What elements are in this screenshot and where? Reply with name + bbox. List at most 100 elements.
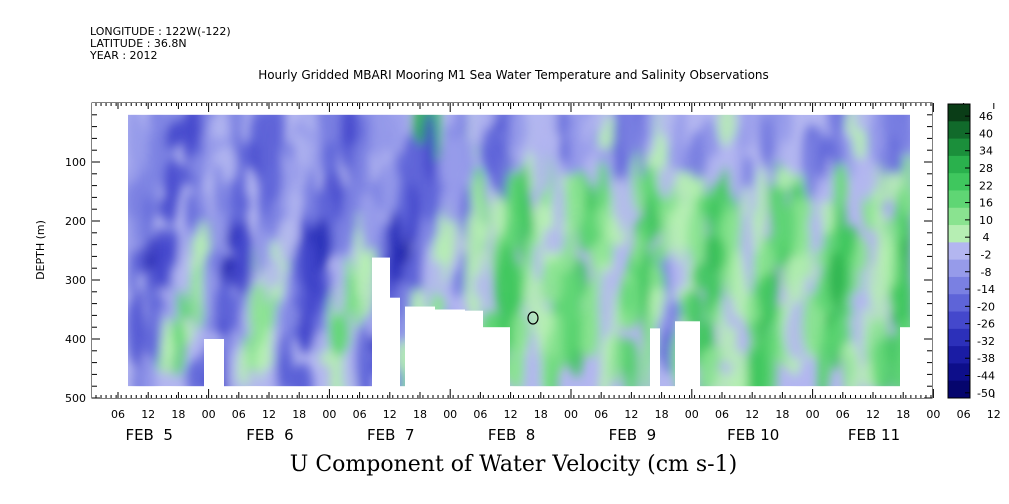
field-blob	[542, 227, 559, 255]
field-blob	[618, 103, 638, 166]
contour-circle	[527, 311, 539, 325]
field-blob	[474, 272, 484, 300]
x-axis-title: U Component of Water Velocity (cm s-1)	[289, 452, 738, 477]
field-blob	[354, 325, 371, 395]
longitude-label: LONGITUDE : 122W(-122)	[90, 25, 231, 38]
field-blob	[188, 103, 201, 149]
field-blob	[713, 238, 727, 271]
colorbar-band	[948, 104, 970, 122]
field-blob	[389, 120, 399, 164]
field-blob	[856, 157, 878, 196]
colorbar-label: 46	[979, 110, 993, 123]
y-tick-label: 100	[65, 156, 86, 169]
no-data-region	[405, 306, 435, 398]
field-blob	[139, 355, 157, 398]
y-tick-label: 500	[65, 392, 86, 405]
field-blob	[257, 342, 272, 372]
field-blobs	[119, 103, 919, 398]
field-blob	[731, 249, 745, 317]
day-label: FEB 8	[488, 426, 535, 444]
field-blob	[632, 230, 643, 267]
field-blob	[148, 128, 161, 180]
colorbar-label: -26	[977, 318, 995, 331]
colorbar: 46 40 34 28 22 16 10 4 -2 -8 -14 -20 -26 -32 -38 -44 -50	[947, 103, 995, 400]
field-blob	[282, 304, 295, 339]
x-tick-label: 00	[202, 408, 216, 421]
field-blob	[867, 262, 877, 309]
y-tick-label: 400	[65, 333, 86, 346]
colorbar-band	[948, 363, 970, 382]
colorbar-label: 22	[979, 179, 993, 192]
no-data-region	[650, 328, 660, 398]
no-data-region	[455, 310, 483, 398]
field-blob	[282, 157, 304, 185]
field-blob	[231, 229, 254, 298]
field-blob	[420, 172, 440, 223]
field-blob	[828, 250, 845, 308]
field-blob	[493, 261, 516, 318]
field-blob	[165, 157, 179, 225]
field-blob	[691, 263, 713, 291]
field-blob	[163, 126, 180, 151]
day-label: FEB 10	[727, 426, 779, 444]
field-blob	[595, 161, 609, 211]
field-blob	[243, 141, 253, 169]
field-blob	[276, 218, 296, 263]
field-blob	[439, 139, 459, 189]
field-blob	[370, 118, 387, 164]
field-blob	[808, 211, 823, 241]
x-tick-label: 06	[957, 408, 971, 421]
x-tick-label: 00	[443, 408, 457, 421]
field-blob	[851, 298, 865, 358]
field-blob	[381, 158, 399, 214]
x-tick-label: 12	[624, 408, 638, 421]
field-blob	[751, 341, 769, 398]
field-blob	[756, 165, 767, 235]
field-blob	[257, 182, 271, 219]
field-blob	[516, 164, 530, 229]
x-tick-label: 06	[594, 408, 608, 421]
field-blob	[125, 296, 140, 361]
colorbar-band	[948, 138, 970, 157]
colorbar-band	[948, 121, 970, 140]
x-tick-label: 00	[322, 408, 336, 421]
field-blob	[275, 332, 294, 397]
field-blob	[864, 126, 877, 154]
field-blob	[637, 113, 647, 180]
field-blob	[228, 191, 247, 225]
field-blob	[801, 291, 822, 356]
no-data-region	[92, 103, 932, 115]
colorbar-label: -8	[981, 266, 992, 279]
x-tick-label: 06	[353, 408, 367, 421]
field-blob	[819, 200, 835, 235]
field-blob	[314, 225, 329, 272]
chart-title: Hourly Gridded MBARI Mooring M1 Sea Wate…	[258, 68, 769, 82]
field-blob	[212, 212, 228, 252]
x-tick-label: 18	[775, 408, 789, 421]
field-blob	[784, 255, 807, 305]
field-blob	[768, 103, 778, 158]
field-blob	[721, 207, 743, 260]
field-blob	[209, 113, 230, 139]
field-blob	[564, 172, 586, 231]
x-tick-label: 12	[745, 408, 759, 421]
no-data-region	[900, 327, 912, 398]
field-blob	[248, 282, 269, 347]
field-blob	[237, 347, 249, 385]
x-tick-label: 06	[715, 408, 729, 421]
field-blob	[289, 187, 301, 221]
field-blob	[639, 245, 651, 312]
field-blob	[784, 307, 806, 361]
colorbar-label: -38	[977, 352, 995, 365]
colorbar-band	[948, 242, 970, 261]
field-blob	[510, 118, 528, 141]
field-blob	[471, 176, 480, 240]
colorbar-label: 16	[979, 197, 993, 210]
field-blob	[688, 140, 708, 180]
field-blob	[480, 125, 503, 177]
field-blob	[328, 315, 351, 356]
field-blob	[389, 210, 401, 263]
colorbar-band	[948, 225, 970, 243]
field-blob	[657, 133, 668, 171]
field-blob	[834, 162, 846, 217]
